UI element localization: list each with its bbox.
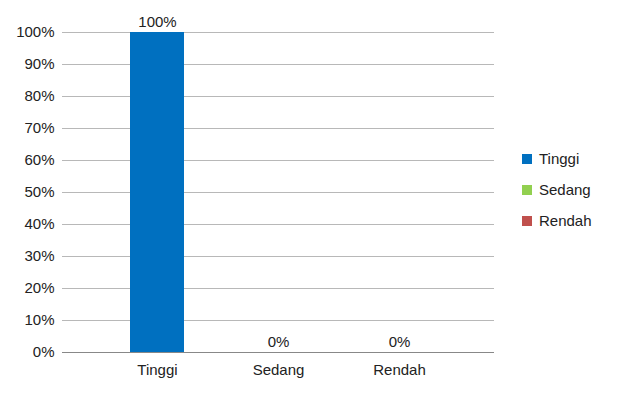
svg-text:0%: 0% (389, 333, 411, 350)
svg-text:90%: 90% (24, 55, 54, 72)
html-text:Sedang: Sedang (539, 181, 591, 198)
svg-text:80%: 80% (24, 87, 54, 104)
svg-text:100%: 100% (138, 13, 176, 30)
html-text:Rendah: Rendah (539, 212, 592, 229)
svg-text:50%: 50% (24, 183, 54, 200)
svg-text:20%: 20% (24, 279, 54, 296)
svg-text:70%: 70% (24, 119, 54, 136)
svg-text:40%: 40% (24, 215, 54, 232)
svg-text:100%: 100% (16, 23, 54, 40)
svg-text:Tinggi: Tinggi (137, 361, 177, 378)
svg-text:30%: 30% (24, 247, 54, 264)
svg-text:60%: 60% (24, 151, 54, 168)
svg-text:Sedang: Sedang (253, 361, 305, 378)
html-text:Tinggi: Tinggi (539, 150, 580, 167)
svg-text:Rendah: Rendah (373, 361, 426, 378)
svg-text:0%: 0% (33, 343, 55, 360)
svg-text:10%: 10% (24, 311, 54, 328)
svg-text:0%: 0% (268, 333, 290, 350)
